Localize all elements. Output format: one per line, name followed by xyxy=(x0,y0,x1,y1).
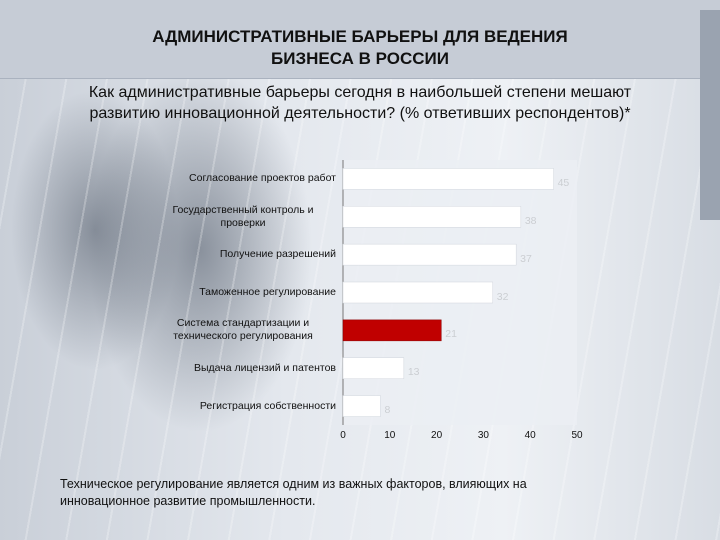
category-label: Регистрация собственности xyxy=(199,399,336,412)
category-label: Государственный контроль и проверки xyxy=(172,203,314,229)
bar-highlighted xyxy=(342,319,442,342)
x-tick-label: 0 xyxy=(340,430,346,441)
category-label: Таможенное регулирование xyxy=(199,286,336,298)
decorative-strip xyxy=(700,10,720,220)
bar xyxy=(342,168,554,190)
x-tick-label: 40 xyxy=(525,430,537,441)
x-tick-label: 10 xyxy=(384,430,396,441)
slide-title: АДМИНИСТРАТИВНЫЕ БАРЬЕРЫ ДЛЯ ВЕДЕНИЯ БИЗ… xyxy=(152,27,568,68)
x-tick-label: 20 xyxy=(431,430,443,441)
bar xyxy=(342,243,517,266)
bar xyxy=(342,395,381,417)
category-label: Получение разрешений xyxy=(219,248,336,261)
category-label: Система стандартизации и технического ре… xyxy=(173,317,313,343)
title-bar xyxy=(0,0,720,79)
x-tick-label: 30 xyxy=(478,430,490,441)
bar xyxy=(342,281,494,304)
category-label: Согласование проектов работ xyxy=(189,172,336,185)
x-tick-label: 50 xyxy=(571,430,583,441)
bar xyxy=(342,206,522,228)
footer-note: Техническое регулирование является одним… xyxy=(60,477,527,508)
category-label: Выдача лицензий и патентов xyxy=(193,361,336,374)
bar xyxy=(342,357,405,379)
chart-question: Как административные барьеры сегодня в н… xyxy=(88,84,632,122)
